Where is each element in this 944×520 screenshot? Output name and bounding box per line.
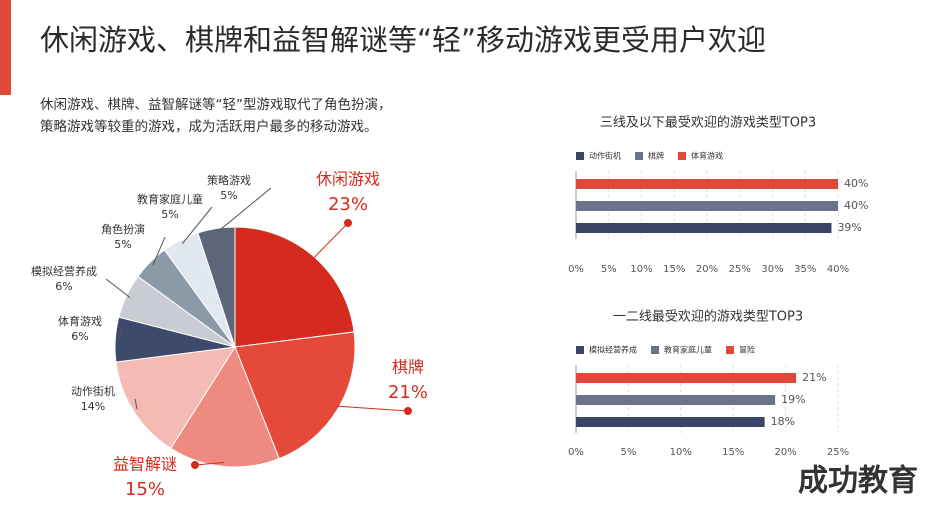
x-tick-label: 25%	[729, 264, 751, 275]
slice-label: 体育游戏	[58, 314, 102, 328]
slice-label: 棋牌	[392, 358, 424, 377]
subtitle: 休闲游戏、棋牌、益智解谜等“轻”型游戏取代了角色扮演，	[40, 96, 392, 113]
leader-line	[194, 461, 225, 466]
accent-bar	[0, 0, 11, 95]
x-tick-label: 15%	[663, 264, 685, 275]
x-tick-label: 0%	[568, 264, 584, 275]
leader-line	[311, 222, 349, 261]
pie-slice	[234, 331, 356, 460]
legend-label: 教育家庭儿童	[664, 345, 712, 355]
subtitle: 策略游戏等较重的游戏，成为活跃用户最多的移动游戏。	[40, 118, 378, 135]
legend-swatch	[635, 152, 643, 160]
legend-label: 冒险	[739, 345, 755, 355]
leader-dot	[344, 219, 352, 227]
legend-swatch	[576, 152, 584, 160]
leader-line	[134, 398, 138, 410]
bar	[576, 179, 838, 189]
slice-value: 6%	[55, 280, 72, 293]
leader-line	[334, 405, 409, 412]
value-label: 18%	[771, 415, 795, 428]
x-tick-label: 5%	[601, 264, 617, 275]
pie-slice	[115, 346, 236, 450]
slice-label: 动作街机	[71, 384, 115, 398]
x-tick-label: 40%	[827, 264, 849, 275]
slice-value: 5%	[161, 208, 178, 221]
slice-value: 6%	[71, 330, 88, 343]
leader-line	[181, 206, 213, 244]
slice-label: 休闲游戏	[316, 170, 380, 189]
slice-value: 15%	[125, 479, 165, 500]
leader-dot	[404, 407, 412, 415]
x-tick-label: 15%	[722, 447, 744, 458]
chart-title: 三线及以下最受欢迎的游戏类型TOP3	[600, 115, 816, 131]
legend-label: 动作街机	[589, 151, 621, 161]
slice-value: 14%	[81, 400, 105, 413]
x-tick-label: 10%	[630, 264, 652, 275]
leader-dot	[191, 461, 199, 469]
bar	[576, 223, 832, 233]
x-tick-label: 0%	[568, 447, 584, 458]
x-tick-label: 5%	[620, 447, 636, 458]
value-label: 21%	[802, 371, 826, 384]
slide-title: 休闲游戏、棋牌和益智解谜等“轻”移动游戏更受用户欢迎	[40, 23, 766, 57]
value-label: 40%	[844, 177, 868, 190]
value-label: 39%	[837, 221, 861, 234]
x-tick-label: 20%	[774, 447, 796, 458]
legend-label: 棋牌	[648, 151, 664, 161]
legend-swatch	[678, 152, 686, 160]
watermark: 成功教育	[798, 464, 918, 499]
slice-label: 角色扮演	[101, 222, 145, 236]
leader-line	[152, 236, 166, 266]
slice-value: 23%	[328, 194, 368, 215]
x-tick-label: 25%	[827, 447, 849, 458]
x-tick-label: 20%	[696, 264, 718, 275]
leader-line	[105, 278, 131, 299]
bar	[576, 373, 797, 383]
slice-value: 5%	[114, 238, 131, 251]
slice-label: 教育家庭儿童	[137, 192, 203, 206]
slice-value: 5%	[220, 189, 237, 202]
value-label: 40%	[844, 199, 868, 212]
bar	[576, 201, 838, 211]
legend-swatch	[726, 346, 734, 354]
slice-value: 21%	[388, 382, 428, 403]
slice-label: 策略游戏	[207, 173, 251, 187]
legend-label: 体育游戏	[691, 151, 723, 161]
bar	[576, 417, 765, 427]
legend-swatch	[576, 346, 584, 354]
bar	[576, 395, 776, 405]
pie-slice	[234, 226, 355, 348]
value-label: 19%	[781, 393, 805, 406]
x-tick-label: 35%	[794, 264, 816, 275]
leader-line	[118, 328, 123, 340]
chart-title: 一二线最受欢迎的游戏类型TOP3	[613, 309, 803, 325]
x-tick-label: 10%	[670, 447, 692, 458]
legend-swatch	[651, 346, 659, 354]
x-tick-label: 30%	[761, 264, 783, 275]
legend-label: 模拟经营养成	[589, 345, 637, 355]
slice-label: 模拟经营养成	[31, 264, 97, 278]
slice-label: 益智解谜	[113, 455, 177, 474]
leader-line	[216, 187, 272, 233]
pie-slice	[197, 226, 236, 348]
pie-slice	[170, 345, 280, 468]
